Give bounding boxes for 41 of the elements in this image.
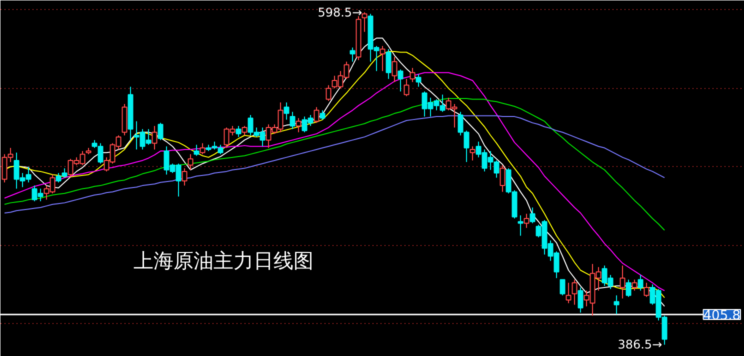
candlestick xyxy=(620,265,626,299)
candlestick xyxy=(578,286,584,314)
candlestick xyxy=(500,164,506,192)
candlestick xyxy=(380,45,386,72)
candlestick xyxy=(362,12,368,32)
candlestick xyxy=(410,67,416,83)
candlestick xyxy=(158,122,164,141)
annotation: 386.5→ xyxy=(618,338,662,352)
candlestick xyxy=(200,142,206,155)
candlestick xyxy=(614,294,620,315)
candlestick xyxy=(350,47,356,62)
candlestick xyxy=(386,48,392,80)
candlestick xyxy=(236,125,242,138)
candlestick xyxy=(626,279,632,298)
candlestick xyxy=(470,146,476,161)
candlestick xyxy=(638,274,644,292)
candlestick xyxy=(524,213,530,228)
candlestick xyxy=(416,74,422,88)
candlestick xyxy=(404,78,410,97)
candlestick xyxy=(326,84,332,102)
candlestick xyxy=(518,214,524,236)
candlestick xyxy=(188,154,194,170)
candlestick xyxy=(530,207,536,224)
candlestick xyxy=(392,56,398,83)
candlestick xyxy=(182,168,188,186)
candlestick xyxy=(194,144,200,156)
candlestick xyxy=(314,106,320,124)
candlestick xyxy=(560,279,566,296)
candlestick xyxy=(242,125,248,136)
candlestick xyxy=(320,110,326,120)
candlestick xyxy=(398,69,404,92)
candlestick xyxy=(644,282,650,298)
candlestick xyxy=(566,282,572,304)
candlestick xyxy=(284,102,290,120)
candlestick xyxy=(296,118,302,133)
annotation: 598.5→ xyxy=(318,5,362,20)
candlestick xyxy=(290,111,296,130)
candlestick xyxy=(632,279,638,292)
text: 上海原油主力日线图 xyxy=(134,248,314,272)
candlestick xyxy=(152,125,158,150)
candlestick xyxy=(572,279,578,306)
